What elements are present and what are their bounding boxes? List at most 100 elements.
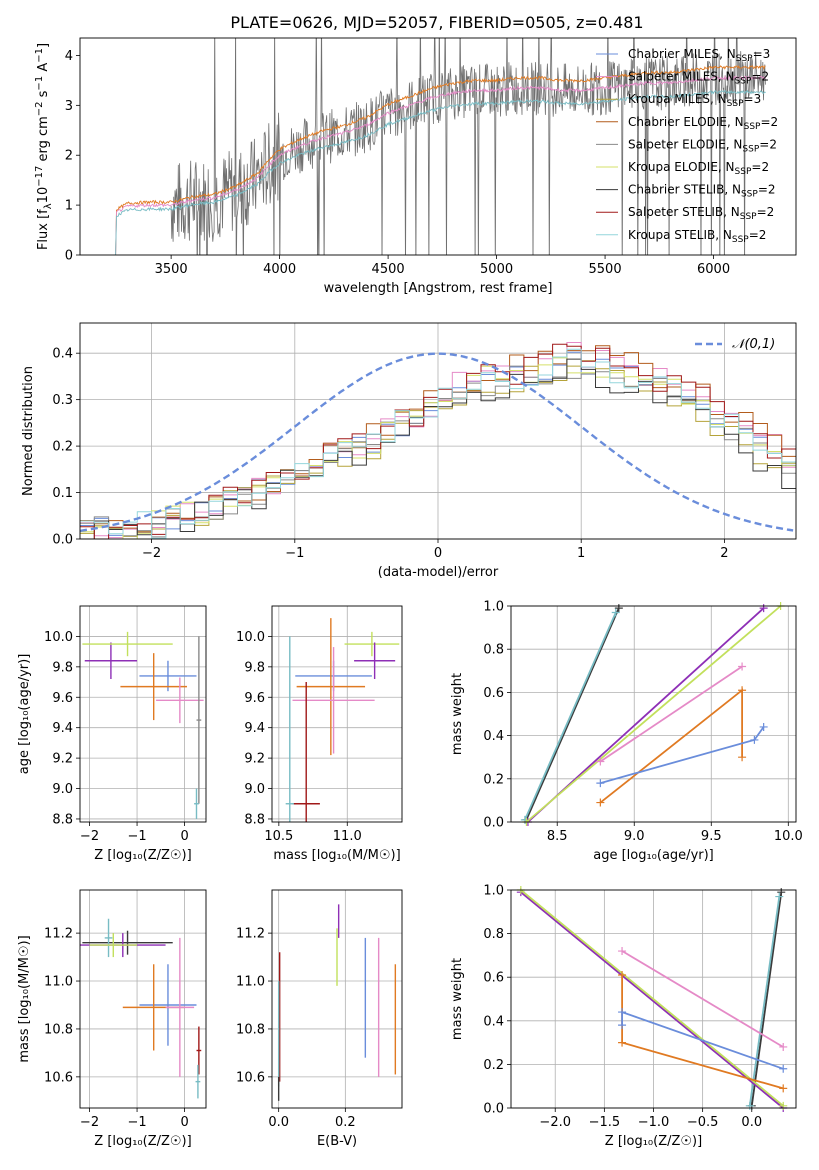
legend-text: =2 (757, 205, 775, 219)
legend-text: Chabrier ELODIE, N (628, 115, 744, 129)
mass-vs-ebv-panel: 0.0 0.2 10.6 10.8 11.0 11.2 E(B-V) (236, 889, 403, 1149)
x-tick-label: 10.5 (264, 829, 293, 844)
y-tick-label: 0.2 (52, 440, 73, 455)
weight-marker (759, 604, 768, 613)
y-tick-label: 0.4 (483, 1014, 504, 1029)
weight-marker (777, 888, 786, 897)
y-tick-label: 3 (65, 99, 73, 114)
weight-marker (596, 757, 605, 766)
weight-marker (779, 1084, 788, 1093)
y-label-part: −1 (34, 48, 45, 63)
y-label-part: Flux [f (36, 209, 51, 250)
weight-marker (738, 753, 747, 762)
y-tick-label: 0.1 (52, 486, 73, 501)
y-tick-label: 10.0 (236, 630, 265, 645)
legend-label: Chabrier MILES, NSSP=3 (628, 47, 770, 64)
legend-text: =2 (751, 70, 769, 84)
legend-text: Chabrier STELIB, N (628, 183, 741, 197)
legend-label: Kroupa MILES, NSSP=3 (628, 92, 761, 109)
y-tick-label: 9.0 (52, 782, 73, 797)
x-axis-label: mass [log₁₀(M/M☉)] (273, 848, 400, 863)
x-tick-label: 9.0 (624, 829, 645, 844)
y-axis-label: mass weight (450, 673, 465, 755)
legend-label: Kroupa STELIB, NSSP=2 (628, 228, 766, 245)
y-tick-label: 9.8 (244, 660, 265, 675)
y-tick-label: 11.0 (236, 975, 265, 990)
x-tick-label: −1.0 (638, 1115, 670, 1130)
x-axis-label: (data-model)/error (378, 565, 499, 580)
y-tick-label: 0.0 (52, 533, 73, 548)
residual-histogram (80, 348, 796, 539)
y-tick-label: 9.6 (244, 691, 265, 706)
weight-marker (618, 1038, 627, 1047)
legend-subscript: SSP (744, 122, 761, 132)
y-axis-label: age [log₁₀(age/yr)] (17, 654, 32, 775)
x-tick-label: 1 (577, 546, 585, 561)
y-tick-label: 0.2 (483, 1058, 504, 1073)
legend-label: Chabrier STELIB, NSSP=2 (628, 183, 776, 200)
x-tick-label: −0.5 (687, 1115, 719, 1130)
weight-marker (611, 608, 620, 617)
y-label-part: 10 (36, 187, 51, 204)
y-tick-label: 9.4 (244, 721, 265, 736)
y-tick-label: 9.0 (244, 782, 265, 797)
y-axis-label: Normed distribution (21, 366, 36, 496)
legend-text: Kroupa MILES, N (628, 92, 727, 106)
axes-frame (79, 605, 207, 823)
weight-line (524, 612, 617, 821)
weight-marker (750, 735, 759, 744)
legend-text: =3 (744, 92, 762, 106)
y-label-part: erg cm (36, 116, 51, 165)
axes-frame (271, 605, 403, 823)
y-tick-label: 4 (65, 49, 73, 64)
x-tick-label: −2 (80, 829, 99, 844)
x-tick-label: 3500 (155, 262, 188, 277)
weight-marker (618, 947, 627, 956)
axes-frame (79, 37, 797, 256)
y-tick-label: 0.6 (483, 686, 504, 701)
model-spectrum (114, 75, 766, 255)
y-tick-label: 2 (65, 149, 73, 164)
x-axis-label: age [log₁₀(age/yr)] (593, 848, 714, 863)
legend-label: Salpeter MILES, NSSP=2 (628, 70, 769, 87)
weight-marker (779, 1042, 788, 1051)
y-tick-label: 8.8 (52, 812, 73, 827)
age-vs-mass-panel: 10.5 11.0 8.8 9.0 9.2 9.4 9.6 9.8 10.0 mass [log₁… (236, 605, 403, 863)
weight-marker (759, 722, 768, 731)
y-tick-label: 10.6 (236, 1070, 265, 1085)
legend-text: =2 (751, 160, 769, 174)
axes-frame (79, 889, 207, 1109)
weight-marker (614, 604, 623, 613)
legend-subscript: SSP (736, 54, 753, 64)
weight-line (525, 607, 620, 821)
legend-text: =2 (749, 228, 767, 242)
x-tick-label: −2.0 (539, 1115, 571, 1130)
x-axis-label: Z [log₁₀(Z/Z☉)] (605, 1134, 702, 1149)
y-tick-label: 9.4 (52, 721, 73, 736)
y-label-part: −2 (34, 101, 45, 116)
x-tick-label: −1 (285, 546, 304, 561)
legend-label: Kroupa ELODIE, NSSP=2 (628, 160, 769, 177)
x-axis-label: wavelength [Angstrom, rest frame] (324, 281, 553, 296)
spectrum-panel: 3500 4000 4500 5000 5500 6000 0 1 2 3 4 wavelength … (34, 37, 797, 296)
x-tick-label: 8.5 (547, 829, 568, 844)
weight-marker (738, 686, 747, 695)
figure-title: PLATE=0626, MJD=52057, FIBERID=0505, z=0… (230, 13, 643, 32)
y-axis-label: mass [log₁₀(M/M☉)] (17, 935, 32, 1062)
weight-line (525, 605, 782, 823)
y-tick-label: 1.0 (483, 884, 504, 899)
y-tick-label: 0.0 (483, 1102, 504, 1117)
legend-text: Salpeter MILES, N (628, 70, 735, 84)
x-tick-label: 4500 (372, 262, 405, 277)
y-axis-label: Flux [fλ10−17 erg cm−2 s−1 A−1] (34, 43, 54, 250)
weight-line (748, 896, 781, 1106)
y-tick-label: 0.4 (483, 729, 504, 744)
legend-subscript: SSP (741, 190, 758, 200)
x-axis-label: E(B-V) (317, 1134, 357, 1149)
model-spectrum (114, 65, 766, 255)
legend-label: Chabrier ELODIE, NSSP=2 (628, 115, 778, 132)
x-tick-label: −1.5 (589, 1115, 621, 1130)
weight-line (520, 891, 784, 1109)
residual-histogram-panel: −2 −1 0 1 2 0.0 0.1 0.2 0.3 0.4 (data-model)/error… (21, 322, 797, 580)
